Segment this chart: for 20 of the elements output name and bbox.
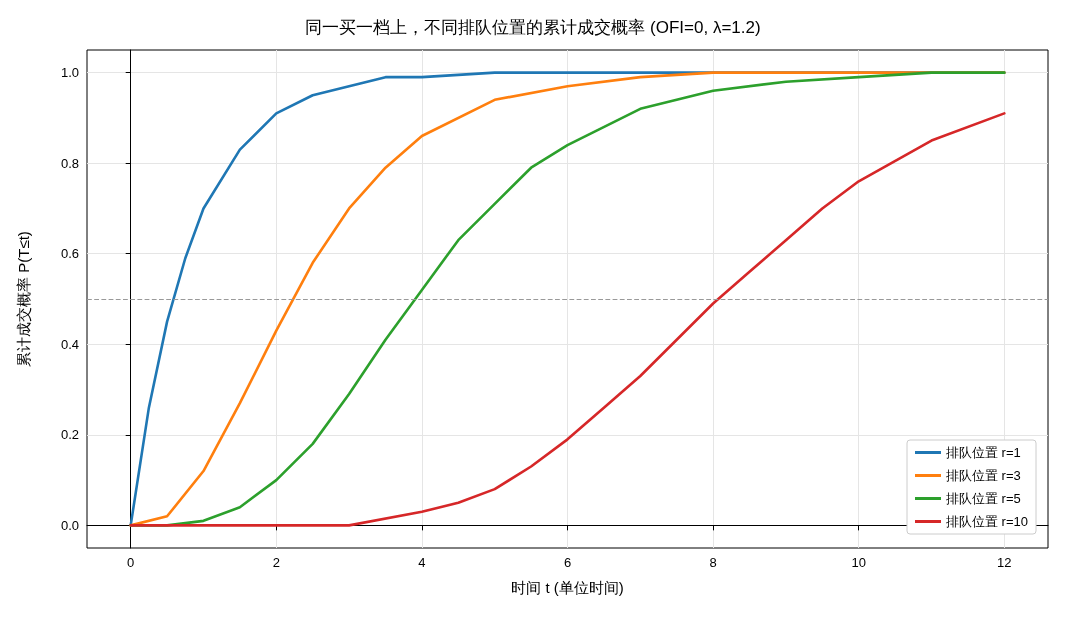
x-tick-label: 6 (563, 555, 572, 570)
x-tick-label: 12 (997, 555, 1012, 570)
x-tick-label: 0 (127, 555, 135, 570)
y-tick-label: 0.8 (60, 155, 79, 171)
legend-label: 排队位置 r=10 (946, 514, 1029, 529)
y-tick-label: 0.0 (60, 517, 79, 533)
x-tick-label: 8 (709, 555, 717, 570)
y-axis-title: 累计成交概率 P(T≤t) (15, 231, 32, 367)
x-tick-label: 10 (851, 555, 866, 570)
legend-label: 排队位置 r=1 (946, 445, 1021, 460)
x-tick-label: 2 (272, 555, 280, 570)
y-tick-label: 0.4 (60, 336, 79, 352)
legend-label: 排队位置 r=5 (946, 491, 1021, 506)
legend-label: 排队位置 r=3 (946, 468, 1021, 483)
x-tick-label: 4 (418, 555, 426, 570)
y-tick-label: 0.6 (60, 246, 79, 262)
x-axis-title: 时间 t (单位时间) (511, 579, 624, 596)
chart-title: 同一买一档上，不同排队位置的累计成交概率 (OFI=0, λ=1.2) (305, 18, 761, 37)
y-tick-label: 0.2 (60, 427, 79, 443)
y-tick-label: 1.0 (60, 65, 79, 81)
